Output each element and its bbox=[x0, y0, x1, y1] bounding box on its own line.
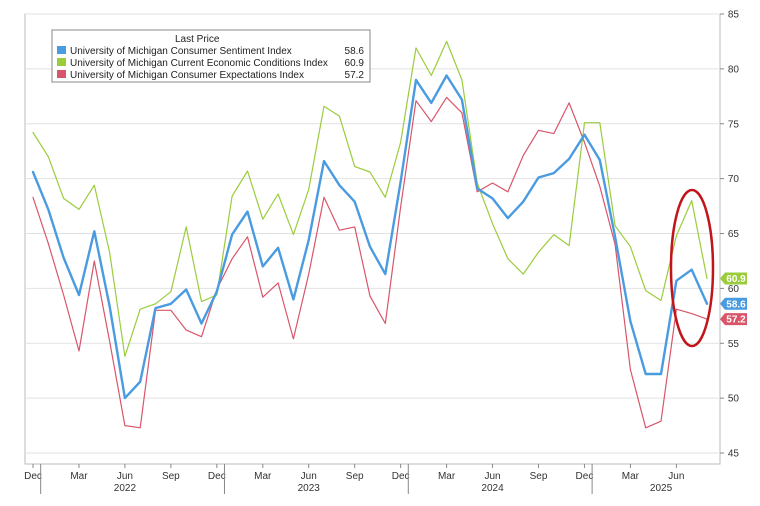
x-tick-label: Dec bbox=[24, 471, 42, 482]
x-tick-label: Sep bbox=[530, 471, 548, 482]
y-tick-label: 85 bbox=[728, 10, 740, 21]
year-label: 2024 bbox=[481, 483, 504, 494]
last-value-tag-1: 60.9 bbox=[720, 272, 747, 285]
last-value-tags: 58.6 60.9 57.2 bbox=[720, 272, 747, 326]
highlight-ellipse bbox=[669, 188, 715, 348]
year-label: 2023 bbox=[298, 483, 321, 494]
legend-swatch-sentiment bbox=[57, 46, 66, 54]
last-value-tag-bg bbox=[720, 313, 747, 326]
legend-label-sentiment: University of Michigan Consumer Sentimen… bbox=[70, 46, 292, 57]
year-label: 2025 bbox=[650, 483, 673, 494]
series-line-0 bbox=[31, 74, 709, 400]
year-label: 2022 bbox=[114, 483, 137, 494]
last-value-tag-bg bbox=[720, 272, 747, 285]
x-tick-label: Mar bbox=[438, 471, 456, 482]
legend-value-expectations: 57.2 bbox=[345, 70, 365, 81]
axis-ticks: 45 50 55 60 65 70 75 80 85 Dec Mar Jun Sep Dec Mar Jun S… bbox=[24, 10, 740, 494]
x-tick-label: Dec bbox=[576, 471, 594, 482]
legend-value-current-conditions: 60.9 bbox=[345, 58, 365, 69]
y-tick-label: 50 bbox=[728, 394, 740, 405]
y-tick-label: 70 bbox=[728, 174, 740, 185]
x-tick-label: Jun bbox=[668, 471, 684, 482]
x-tick-label: Dec bbox=[208, 471, 226, 482]
series-line-1 bbox=[32, 40, 708, 357]
y-tick-label: 45 bbox=[728, 449, 740, 460]
x-tick-label: Mar bbox=[622, 471, 640, 482]
series-lines bbox=[31, 40, 709, 429]
legend-value-sentiment: 58.6 bbox=[345, 46, 365, 57]
last-value-tag-2: 57.2 bbox=[720, 313, 747, 326]
series-line-2 bbox=[32, 96, 708, 429]
legend-swatch-expectations bbox=[57, 70, 66, 78]
y-tick-label: 75 bbox=[728, 119, 740, 130]
y-tick-label: 65 bbox=[728, 229, 740, 240]
legend: Last Price University of Michigan Consum… bbox=[51, 29, 371, 83]
legend-label-current-conditions: University of Michigan Current Economic … bbox=[70, 58, 328, 69]
y-tick-label: 60 bbox=[728, 284, 740, 295]
x-tick-label: Sep bbox=[346, 471, 364, 482]
x-tick-label: Sep bbox=[162, 471, 180, 482]
x-tick-label: Jun bbox=[117, 471, 133, 482]
last-value-tag-text: 57.2 bbox=[726, 315, 746, 326]
y-tick-label: 55 bbox=[728, 339, 740, 350]
x-tick-label: Mar bbox=[254, 471, 272, 482]
last-value-tag-0: 58.6 bbox=[720, 297, 747, 310]
plot-frame bbox=[24, 13, 721, 465]
x-tick-label: Jun bbox=[484, 471, 500, 482]
last-value-tag-bg bbox=[720, 297, 747, 310]
legend-label-expectations: University of Michigan Consumer Expectat… bbox=[70, 70, 304, 81]
last-value-tag-text: 60.9 bbox=[726, 274, 746, 285]
legend-box bbox=[51, 29, 371, 83]
last-value-tag-text: 58.6 bbox=[726, 299, 746, 310]
x-tick-label: Dec bbox=[392, 471, 410, 482]
legend-title: Last Price bbox=[175, 34, 220, 45]
y-tick-label: 80 bbox=[728, 64, 740, 75]
x-tick-label: Jun bbox=[301, 471, 317, 482]
x-tick-label: Mar bbox=[70, 471, 88, 482]
legend-swatch-current-conditions bbox=[57, 58, 66, 66]
